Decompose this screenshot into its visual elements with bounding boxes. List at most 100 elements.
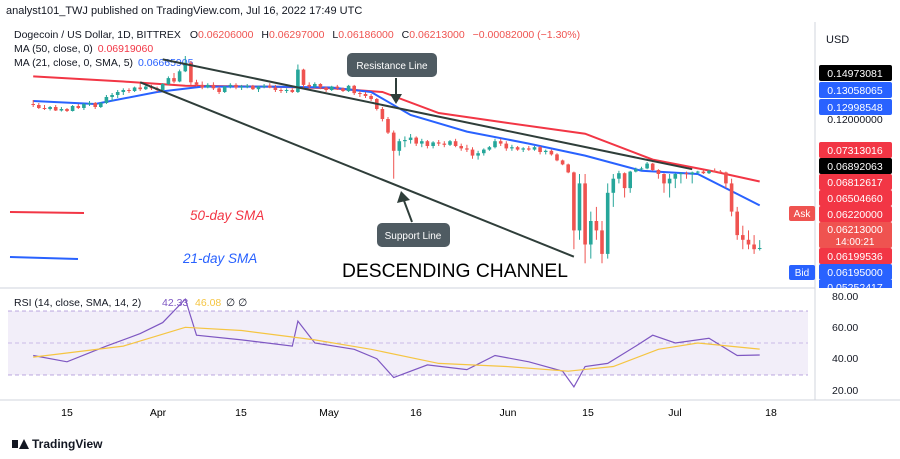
candle-body	[144, 86, 148, 90]
candle-body	[532, 147, 537, 150]
candle-body	[459, 146, 463, 149]
ma21-label: MA (21, close, 0, SMA, 5)	[14, 57, 134, 69]
price-tag-last	[819, 222, 892, 248]
candle-body	[690, 172, 694, 174]
price-label: 0.12998548	[827, 102, 883, 114]
candle-body	[594, 221, 599, 231]
candle-body	[335, 86, 340, 89]
candle-body	[127, 90, 131, 91]
candle-body	[222, 86, 227, 92]
high-value: 0.06297000	[269, 29, 325, 41]
rsi-value: 42.33	[162, 297, 188, 309]
ma21-legend[interactable]: MA (21, close, 0, SMA, 5) 0.06665905	[14, 57, 193, 69]
rsi-lines	[33, 297, 760, 389]
candle-body	[177, 71, 182, 82]
candle-body	[504, 143, 509, 149]
candle-body	[527, 148, 531, 150]
candle-body	[746, 239, 751, 245]
price-label: 0.06213000	[827, 224, 883, 236]
candle-body	[465, 148, 469, 150]
candle-body	[82, 104, 86, 108]
close-label: C	[401, 29, 410, 41]
candle-body	[679, 173, 683, 175]
support-pointer-head	[397, 191, 410, 203]
candle-body	[555, 154, 559, 161]
candle-body	[605, 192, 610, 254]
candle-body	[420, 141, 424, 144]
rsi-ma-line	[33, 326, 760, 372]
candle-body	[639, 168, 644, 170]
rsi-title[interactable]: RSI (14, close, SMA, 14, 2)	[14, 297, 141, 309]
trendlines[interactable]	[139, 58, 693, 258]
price-label: 0.05252417	[827, 282, 883, 294]
price-label: 0.06892063	[827, 161, 883, 173]
time-tick: Apr	[150, 407, 167, 419]
ask-tag[interactable]	[789, 206, 815, 221]
candle-body	[628, 171, 632, 189]
low-value: 0.06186000	[338, 29, 394, 41]
candle-body	[121, 90, 126, 92]
time-tick: 16	[410, 407, 422, 419]
open-label: O	[189, 29, 198, 41]
time-tick: 15	[582, 407, 594, 419]
sma21-annotation: 21-day SMA	[182, 251, 257, 266]
brand-footer[interactable]: TradingView	[12, 437, 102, 451]
candle-body	[228, 84, 233, 87]
price-tag-sma50	[819, 142, 892, 158]
candle-body	[37, 105, 41, 108]
tradingview-logo-icon	[12, 439, 29, 449]
candle-body	[206, 84, 210, 88]
candle-body	[172, 78, 176, 82]
price-label: 0.07313016	[827, 145, 883, 157]
candle-body	[482, 149, 486, 154]
candle-body	[656, 170, 661, 174]
candle-body	[487, 147, 492, 150]
time-axis[interactable]: 15 Apr 15 May 16 Jun 15 Jul 18	[61, 407, 777, 419]
candle-body	[352, 85, 356, 94]
time-tick: May	[319, 407, 340, 419]
price-axis[interactable]: 0.14973081 0.13058065 0.12998548 0.12000…	[789, 65, 892, 294]
ma50-legend[interactable]: MA (50, close, 0) 0.06919060	[14, 43, 153, 55]
candle-body	[662, 174, 666, 184]
resistance-callout-box[interactable]	[347, 53, 437, 77]
candle-body	[436, 142, 441, 144]
candle-body	[307, 84, 311, 87]
bid-tag[interactable]	[789, 265, 815, 280]
sma21-line	[33, 85, 761, 207]
support-pointer-stem	[402, 197, 413, 223]
symbol-name[interactable]: Dogecoin / US Dollar, 1D, BITTREX	[14, 29, 181, 41]
candle-body	[622, 173, 627, 189]
countdown-label: 14:00:21	[836, 237, 875, 248]
rsi-tick: 80.00	[832, 291, 858, 303]
candle-body	[718, 171, 723, 173]
price-label: 0.06199536	[827, 251, 883, 263]
candle-body	[301, 69, 306, 85]
resistance-callout-label: Resistance Line	[356, 61, 428, 72]
candle-body	[701, 171, 706, 174]
support-callout-box[interactable]	[377, 223, 450, 247]
candle-body	[346, 85, 351, 92]
support-callout-label: Support Line	[385, 231, 442, 242]
price-label: 0.06504660	[827, 193, 883, 205]
candle-body	[358, 93, 362, 94]
time-tick: 15	[61, 407, 73, 419]
candle-body	[476, 153, 480, 156]
price-label: 0.13058065	[827, 85, 883, 97]
rsi-tick: 20.00	[832, 385, 858, 397]
candle-body	[256, 86, 261, 90]
candle-body	[634, 169, 638, 172]
price-tag-blue	[819, 82, 892, 98]
candle-body	[245, 85, 249, 87]
price-tag-high	[819, 65, 892, 81]
rsi-tick: 60.00	[832, 322, 858, 334]
candle-body	[290, 90, 295, 92]
candle-body	[104, 97, 109, 103]
candle-body	[329, 86, 334, 90]
candle-body	[453, 141, 458, 146]
candle-body	[194, 82, 199, 85]
candle-body	[577, 183, 582, 231]
candle-body	[397, 141, 402, 151]
candle-body	[543, 150, 548, 152]
sma50-legend-stroke	[9, 211, 85, 214]
